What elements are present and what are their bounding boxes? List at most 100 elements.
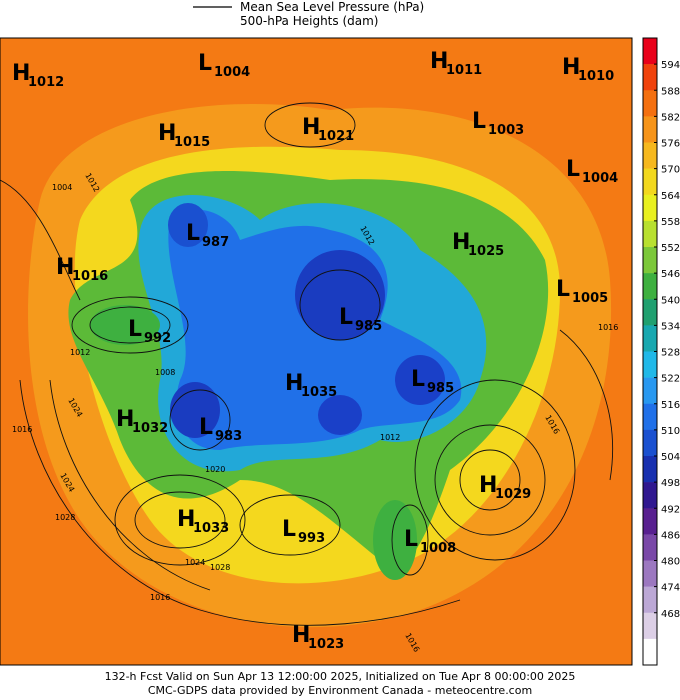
pressure-center-value: 1012	[28, 75, 64, 90]
colorbar-tick-label: 516	[661, 400, 680, 411]
pressure-center-kind: H	[12, 61, 30, 86]
pressure-center-value: 1004	[214, 65, 250, 80]
contour-label: 1016	[12, 425, 32, 434]
colorbar-tick-label: 534	[661, 321, 680, 332]
pressure-center-kind: H	[452, 230, 470, 255]
pressure-center-kind: L	[556, 277, 570, 302]
height-field	[318, 395, 362, 435]
colorbar-band	[643, 586, 657, 614]
pressure-center-value: 1025	[468, 244, 504, 259]
colorbar-band	[643, 194, 657, 222]
contour-label: 1012	[380, 433, 400, 442]
colorbar-tick-label: 480	[661, 557, 680, 568]
pressure-center-kind: L	[472, 109, 486, 134]
pressure-center-value: 1032	[132, 421, 168, 436]
pressure-center-kind: H	[158, 121, 176, 146]
pressure-center-kind: L	[186, 221, 200, 246]
colorbar-band	[643, 508, 657, 535]
colorbar-band	[643, 220, 657, 248]
colorbar-tick-label: 492	[661, 504, 680, 515]
footer-text: 132-h Fcst Valid on Sun Apr 13 12:00:00 …	[105, 670, 576, 683]
colorbar-tick-label: 528	[661, 348, 680, 359]
colorbar-tick-label: 546	[661, 269, 680, 280]
pressure-center-value: 1010	[578, 69, 614, 84]
pressure-center-value: 987	[202, 235, 229, 250]
pressure-center-value: 1004	[582, 171, 618, 186]
colorbar-band	[643, 612, 657, 640]
pressure-center-kind: L	[411, 367, 425, 392]
colorbar-tick-label: 594	[661, 60, 680, 71]
pressure-center-value: 1023	[308, 637, 344, 652]
colorbar-tick-label: 522	[661, 374, 680, 385]
pressure-center-value: 1015	[174, 135, 210, 150]
pressure-center-kind: H	[430, 49, 448, 74]
contour-label: 1028	[55, 513, 75, 522]
height-field	[373, 500, 417, 580]
colorbar-band	[643, 142, 657, 169]
pressure-center: L 983	[199, 415, 242, 444]
colorbar-band	[643, 377, 657, 405]
pressure-center-kind: L	[198, 51, 212, 76]
pressure-center: L 985	[411, 367, 454, 396]
height-field	[395, 355, 445, 405]
contour-label: 1004	[52, 183, 72, 192]
colorbar-tick-label: 498	[661, 478, 680, 489]
colorbar-tick-label: 588	[661, 86, 680, 97]
colorbar-tick-label: 510	[661, 426, 680, 437]
contour-label: 1028	[210, 563, 230, 572]
pressure-center-value: 993	[298, 531, 325, 546]
pressure-center-kind: L	[339, 305, 353, 330]
pressure-center-kind: L	[404, 527, 418, 552]
map-frame	[0, 37, 633, 666]
contour-label: 1008	[155, 368, 175, 377]
colorbar: 594 588 582 576 570 564 558 552 546 540 534 528 522 5…	[642, 37, 680, 666]
pressure-center: L 993	[282, 517, 325, 546]
contour-label: 1020	[205, 465, 225, 474]
height-field	[90, 305, 160, 345]
colorbar-band	[643, 534, 657, 561]
pressure-center-kind: H	[479, 473, 497, 498]
colorbar-tick-label: 486	[661, 530, 680, 541]
colorbar-tick-label: 474	[661, 583, 680, 594]
colorbar-band	[643, 403, 657, 431]
pressure-center-kind: L	[128, 317, 142, 342]
contour-label: 1016	[150, 593, 170, 602]
colorbar-band	[643, 38, 657, 65]
colorbar-band	[643, 429, 657, 457]
height-field	[295, 250, 385, 340]
colorbar-tick-label: 564	[661, 191, 680, 202]
colorbar-tick-label: 558	[661, 217, 680, 228]
pressure-center-kind: L	[566, 157, 580, 182]
pressure-center-value: 1033	[193, 521, 229, 536]
colorbar-band	[643, 168, 657, 196]
pressure-center-value: 1035	[301, 385, 337, 400]
pressure-center-kind: H	[56, 255, 74, 280]
pressure-center: L 1008	[404, 527, 456, 556]
colorbar-band	[643, 90, 657, 117]
pressure-center-kind: H	[562, 55, 580, 80]
pressure-center: L 987	[186, 221, 229, 250]
contour-label: 1024	[185, 558, 205, 567]
pressure-center-kind: H	[177, 507, 195, 532]
colorbar-tick-label: 504	[661, 452, 680, 463]
isobars	[0, 102, 613, 626]
pressure-center-value: 1011	[446, 63, 482, 78]
footer-text: CMC-GDPS data provided by Environment Ca…	[148, 684, 532, 697]
colorbar-band	[643, 325, 657, 352]
pressure-center: L 992	[128, 317, 171, 346]
pressure-center-kind: H	[302, 115, 320, 140]
pressure-center-value: 1029	[495, 487, 531, 502]
colorbar-band	[643, 64, 657, 91]
